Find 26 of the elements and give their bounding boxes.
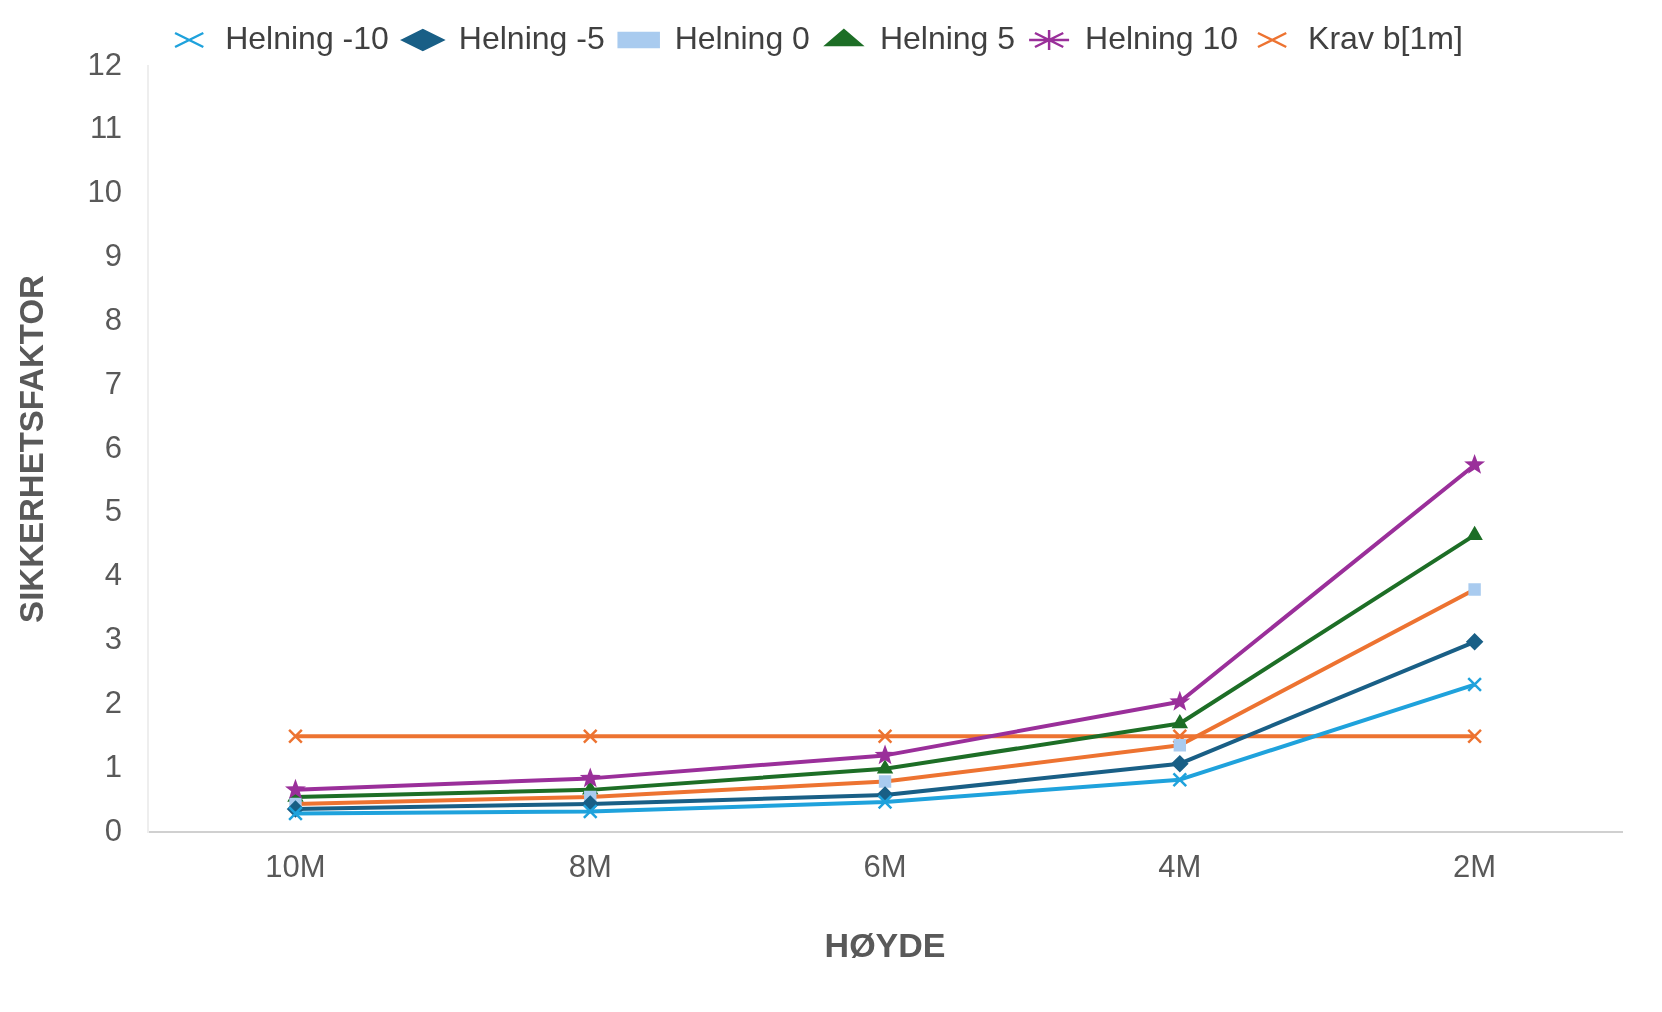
y-tick-label: 10 xyxy=(87,174,123,210)
legend-label: Helning 5 xyxy=(879,19,1016,56)
x-tick-label: 2M xyxy=(1453,849,1497,885)
x-tick-label: 4M xyxy=(1158,849,1202,885)
y-tick-label: 5 xyxy=(104,493,123,529)
x-tick-label: 10M xyxy=(265,849,326,885)
y-tick-label: 0 xyxy=(104,812,123,848)
y-axis-title: SIKKERHETSFAKTOR xyxy=(12,274,50,623)
x-tick-label: 8M xyxy=(568,849,612,885)
legend-label: Helning -10 xyxy=(225,19,389,56)
legend-label: Helning 10 xyxy=(1085,19,1239,56)
legend-label: Helning 0 xyxy=(674,19,810,56)
y-tick-label: 7 xyxy=(104,365,123,401)
y-tick-label: 12 xyxy=(87,46,123,82)
y-tick-label: 4 xyxy=(104,557,123,593)
x-tick-label: 6M xyxy=(863,849,907,885)
legend-label: Helning -5 xyxy=(458,19,605,56)
y-tick-label: 3 xyxy=(104,621,123,657)
y-tick-label: 2 xyxy=(104,684,123,720)
y-tick-label: 6 xyxy=(104,429,123,465)
y-tick-label: 8 xyxy=(104,301,123,337)
y-tick-label: 1 xyxy=(104,748,123,784)
y-tick-label: 9 xyxy=(104,238,123,274)
legend-label: Krav b[1m] xyxy=(1308,19,1463,56)
y-tick-label: 11 xyxy=(89,110,123,146)
x-axis-title: HØYDE xyxy=(824,925,946,964)
